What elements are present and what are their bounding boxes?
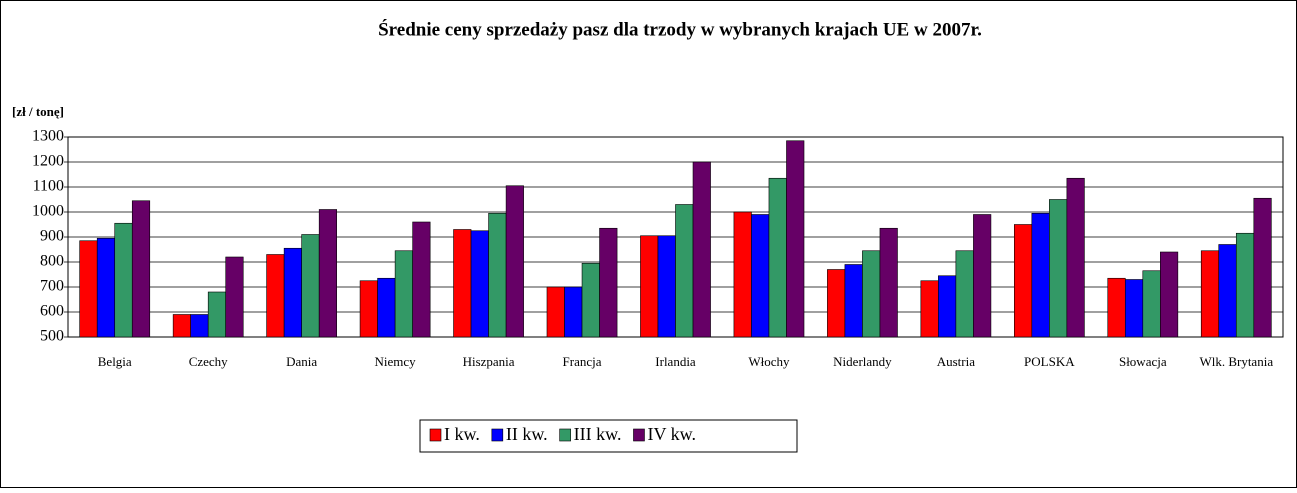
bar bbox=[488, 212, 507, 338]
bar bbox=[675, 204, 694, 338]
bar bbox=[955, 250, 974, 338]
x-tick-label: Niemcy bbox=[375, 354, 417, 369]
bar bbox=[377, 277, 396, 338]
bar bbox=[470, 230, 489, 338]
x-tick-label: Hiszpania bbox=[463, 354, 515, 369]
legend-swatch bbox=[491, 428, 504, 442]
bar bbox=[394, 250, 413, 338]
y-tick-label: 900 bbox=[40, 228, 64, 245]
y-tick-label: 600 bbox=[40, 303, 64, 320]
bar bbox=[453, 229, 472, 338]
bar bbox=[207, 291, 227, 338]
bar bbox=[546, 286, 565, 338]
x-tick-label: Niderlandy bbox=[833, 354, 892, 369]
bar bbox=[827, 269, 846, 338]
bar bbox=[1013, 224, 1033, 338]
y-tick-label: 700 bbox=[40, 278, 64, 295]
x-tick-label: Belgia bbox=[98, 354, 132, 369]
bar bbox=[412, 221, 431, 338]
legend-label: II kw. bbox=[506, 424, 548, 444]
bar bbox=[564, 286, 583, 338]
y-tick-label: 1000 bbox=[32, 203, 64, 220]
bar bbox=[862, 250, 881, 338]
bar bbox=[768, 177, 787, 338]
bar bbox=[1142, 270, 1161, 338]
legend-label: IV kw. bbox=[647, 424, 696, 444]
bar bbox=[79, 240, 98, 338]
bar bbox=[920, 280, 939, 338]
bar bbox=[599, 227, 618, 338]
bar bbox=[96, 237, 116, 338]
bar bbox=[266, 254, 285, 338]
chart-title: Średnie ceny sprzedaży pasz dla trzody w… bbox=[378, 18, 982, 40]
bar bbox=[640, 235, 659, 338]
bar bbox=[505, 185, 524, 338]
x-tick-label: Irlandia bbox=[655, 354, 696, 369]
bar bbox=[359, 280, 378, 338]
x-tick-label: Austria bbox=[937, 354, 976, 369]
y-tick-label: 1300 bbox=[32, 128, 64, 145]
bar bbox=[114, 222, 133, 338]
legend-swatch bbox=[559, 428, 571, 442]
bar bbox=[1200, 250, 1220, 338]
bar bbox=[131, 200, 151, 338]
bar bbox=[751, 214, 770, 338]
bar bbox=[1031, 212, 1050, 338]
bar bbox=[879, 227, 898, 338]
bar bbox=[786, 140, 805, 338]
bar bbox=[1124, 279, 1144, 338]
bar bbox=[225, 256, 244, 338]
bar bbox=[172, 314, 191, 338]
bar bbox=[1066, 177, 1085, 338]
legend-label: I kw. bbox=[444, 424, 480, 444]
bar bbox=[318, 209, 338, 338]
bar bbox=[692, 161, 711, 338]
bar bbox=[973, 214, 992, 338]
bar bbox=[938, 275, 957, 338]
x-tick-label: POLSKA bbox=[1024, 354, 1075, 369]
y-tick-label: 1200 bbox=[32, 153, 64, 170]
bar bbox=[1049, 199, 1068, 338]
bar bbox=[844, 264, 863, 338]
bar bbox=[190, 314, 209, 338]
bar bbox=[301, 234, 320, 338]
y-tick-label: 1100 bbox=[33, 178, 64, 195]
x-tick-label: Włochy bbox=[748, 354, 790, 369]
legend-label: III kw. bbox=[574, 424, 622, 444]
legend bbox=[419, 419, 798, 453]
x-tick-label: Czechy bbox=[189, 354, 228, 369]
bar bbox=[1235, 232, 1255, 338]
bar bbox=[657, 235, 676, 338]
bar bbox=[1160, 251, 1179, 338]
bar bbox=[733, 211, 752, 338]
bar bbox=[1218, 244, 1237, 338]
x-tick-label: Dania bbox=[286, 354, 317, 369]
y-tick-label: 800 bbox=[40, 253, 64, 270]
x-tick-label: Wlk. Brytania bbox=[1199, 354, 1273, 369]
bar bbox=[1107, 277, 1126, 338]
y-axis-label: [zł / tonę] bbox=[12, 104, 64, 119]
bar bbox=[1253, 197, 1272, 338]
bar bbox=[581, 262, 600, 338]
legend-swatch bbox=[429, 428, 442, 442]
legend-swatch bbox=[633, 428, 645, 442]
y-tick-label: 500 bbox=[40, 328, 64, 345]
bar bbox=[283, 247, 302, 338]
x-tick-label: Francja bbox=[563, 354, 602, 369]
x-tick-label: Słowacja bbox=[1119, 354, 1167, 369]
